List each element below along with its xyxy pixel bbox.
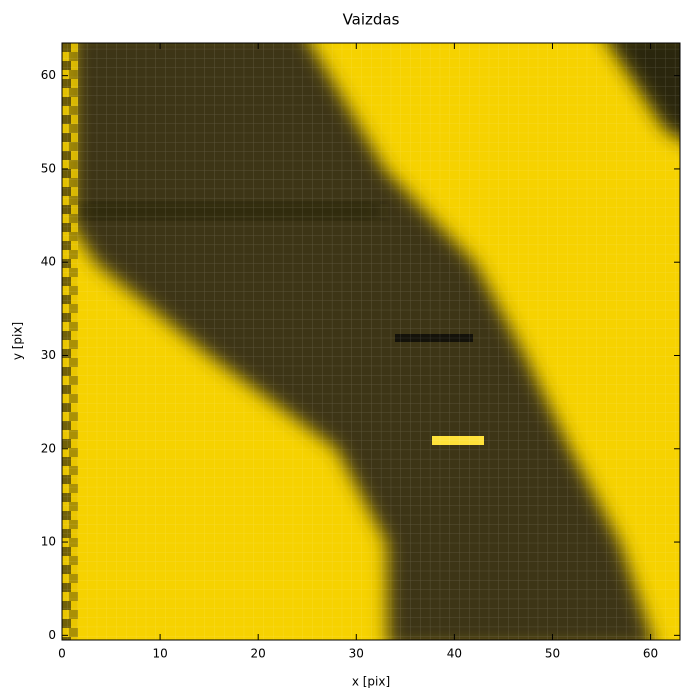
y-tick-label: 50 xyxy=(41,161,56,175)
plot-frame xyxy=(61,42,681,641)
y-axis-label: y [pix] xyxy=(11,322,25,360)
x-tick-label: 50 xyxy=(545,647,560,661)
x-tick-label: 10 xyxy=(152,647,167,661)
y-tick-label: 30 xyxy=(41,348,56,362)
chart-title: Vaizdas xyxy=(343,11,400,29)
x-axis-label: x [pix] xyxy=(352,675,390,689)
x-tick-label: 30 xyxy=(349,647,364,661)
x-tick-label: 20 xyxy=(251,647,266,661)
y-tick-label: 20 xyxy=(41,441,56,455)
x-tick-label: 40 xyxy=(447,647,462,661)
y-tick-label: 0 xyxy=(48,628,56,642)
y-tick-label: 40 xyxy=(41,255,56,269)
y-tick-label: 10 xyxy=(41,535,56,549)
x-tick-label: 60 xyxy=(643,647,658,661)
image xyxy=(62,43,680,640)
x-tick-label: 0 xyxy=(58,647,66,661)
y-tick-label: 60 xyxy=(41,68,56,82)
